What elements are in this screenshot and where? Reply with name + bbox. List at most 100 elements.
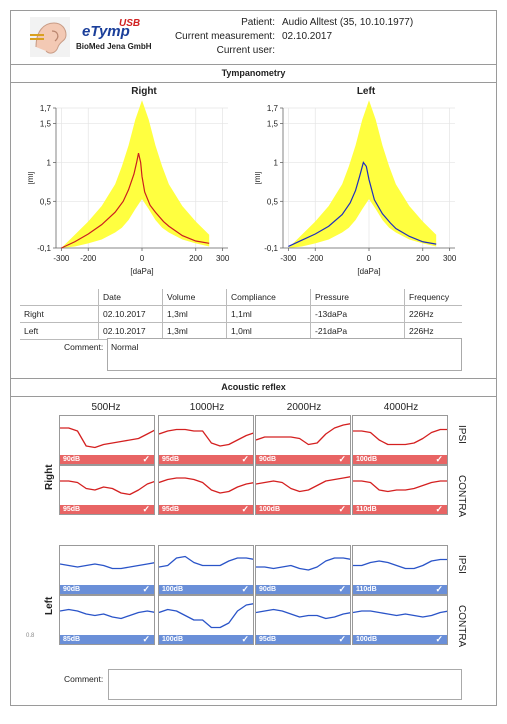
contra-label-right: CONTRA — [456, 475, 467, 517]
reflex-trace — [159, 604, 254, 628]
tymp-comment-label: Comment: — [64, 342, 103, 352]
table-header-cell — [20, 289, 99, 306]
reflex-trace-area — [353, 466, 448, 507]
x-tick-label: -300 — [53, 254, 70, 263]
tympanogram-right: -300 -200 0 200 300 -0,1 0,5 1 1,5 1,7 [daPa] [ml] — [28, 100, 243, 285]
ipsi-label-left: IPSI — [456, 555, 467, 574]
acoustic-reflex-title: Acoustic reflex — [10, 382, 497, 392]
y-tick-label: 0,5 — [267, 197, 279, 206]
reflex-cell-left-contra: 85dB ✓ — [59, 595, 155, 645]
reflex-cell-left-ipsi: 90dB ✓ — [59, 545, 155, 595]
table-header-cell: Date — [99, 289, 163, 306]
tymp-comment-field[interactable]: Normal — [107, 338, 462, 371]
reflex-trace — [353, 560, 448, 569]
reflex-trace-area — [60, 416, 155, 457]
reflex-trace-area — [60, 546, 155, 587]
reflex-level-label: 90dB — [259, 586, 276, 593]
y-axis-label: [ml] — [28, 172, 35, 185]
reflex-trace-area — [159, 546, 254, 587]
reflex-trace-area — [60, 596, 155, 637]
table-cell: 02.10.2017 — [99, 306, 163, 323]
checkmark-icon: ✓ — [435, 505, 443, 514]
table-cell: -13daPa — [311, 306, 405, 323]
right-chart-title: Right — [114, 86, 174, 97]
table-header-cell: Frequency — [405, 289, 463, 306]
reflex-cell-right-ipsi: 100dB ✓ — [352, 415, 448, 465]
reflex-cell-right-ipsi: 95dB ✓ — [158, 415, 254, 465]
ipsi-label-right: IPSI — [456, 425, 467, 444]
reflex-cell-right-contra: 95dB ✓ — [59, 465, 155, 515]
reflex-cell-left-ipsi: 100dB ✓ — [158, 545, 254, 595]
checkmark-icon: ✓ — [435, 455, 443, 464]
logo-suffix: USB — [119, 18, 140, 29]
x-tick-label: -300 — [280, 254, 297, 263]
reflex-level-bar: 95dB ✓ — [60, 505, 154, 514]
reflex-level-label: 100dB — [356, 456, 377, 463]
reflex-trace — [159, 478, 254, 493]
reflex-level-label: 110dB — [356, 586, 377, 593]
table-cell: Left — [20, 323, 99, 340]
checkmark-icon: ✓ — [338, 455, 346, 464]
reflex-trace-area — [159, 596, 254, 637]
reflex-level-label: 110dB — [356, 506, 377, 513]
divider — [10, 378, 497, 379]
measurement-table: Date Volume Compliance Pressure Frequenc… — [20, 289, 462, 340]
freq-header: 2000Hz — [256, 402, 352, 413]
ear-label-right: Right — [44, 464, 55, 490]
reflex-cell-left-ipsi: 110dB ✓ — [352, 545, 448, 595]
reflex-trace — [353, 430, 448, 445]
reflex-cell-right-ipsi: 90dB ✓ — [255, 415, 351, 465]
reflex-level-label: 85dB — [63, 636, 80, 643]
patient-label: Patient: — [241, 17, 275, 28]
reflex-level-bar: 95dB ✓ — [256, 635, 350, 644]
reflex-trace — [256, 424, 351, 445]
table-cell: 02.10.2017 — [99, 323, 163, 340]
table-row: Left 02.10.2017 1,3ml 1,0ml -21daPa 226H… — [20, 323, 462, 340]
reflex-trace — [256, 558, 351, 570]
reflex-comment-field[interactable] — [108, 669, 462, 700]
y-tick-label: 1 — [274, 158, 279, 167]
reflex-level-bar: 100dB ✓ — [256, 505, 350, 514]
contra-label-left: CONTRA — [456, 605, 467, 647]
reflex-level-label: 90dB — [259, 456, 276, 463]
x-axis-label: [daPa] — [357, 267, 380, 276]
checkmark-icon: ✓ — [142, 505, 150, 514]
table-cell: 226Hz — [405, 323, 463, 340]
reflex-trace-area — [60, 466, 155, 507]
table-header-cell: Pressure — [311, 289, 405, 306]
table-cell: 226Hz — [405, 306, 463, 323]
reflex-trace — [159, 557, 254, 568]
table-cell: Right — [20, 306, 99, 323]
table-cell: 1,3ml — [163, 323, 227, 340]
reflex-level-bar: 90dB ✓ — [60, 455, 154, 464]
side-mark: 0.8 — [26, 633, 34, 639]
checkmark-icon: ✓ — [241, 505, 249, 514]
reflex-level-bar: 110dB ✓ — [353, 505, 447, 514]
ear-logo-icon — [30, 17, 70, 57]
user-label: Current user: — [217, 45, 275, 56]
reflex-level-label: 95dB — [259, 636, 276, 643]
table-header-cell: Compliance — [227, 289, 311, 306]
tympanogram-left: -300 -200 0 200 300-0,10,511,51,7[daPa][ml] — [255, 100, 470, 285]
reflex-level-label: 100dB — [162, 636, 183, 643]
table-cell: -21daPa — [311, 323, 405, 340]
reflex-level-bar: 90dB ✓ — [60, 585, 154, 594]
checkmark-icon: ✓ — [435, 585, 443, 594]
divider — [10, 82, 497, 83]
freq-header: 1000Hz — [159, 402, 255, 413]
reflex-trace — [256, 610, 351, 619]
checkmark-icon: ✓ — [142, 635, 150, 644]
reflex-trace — [353, 611, 448, 617]
freq-header: 500Hz — [58, 402, 154, 413]
reflex-trace-area — [256, 596, 351, 637]
x-tick-label: -200 — [80, 254, 97, 263]
checkmark-icon: ✓ — [142, 455, 150, 464]
y-tick-label: 1,7 — [267, 104, 279, 113]
reflex-cell-right-contra: 95dB ✓ — [158, 465, 254, 515]
reflex-trace-area — [353, 546, 448, 587]
reflex-level-bar: 100dB ✓ — [159, 585, 253, 594]
checkmark-icon: ✓ — [241, 635, 249, 644]
reflex-trace — [60, 481, 155, 495]
reflex-cell-left-contra: 95dB ✓ — [255, 595, 351, 645]
reflex-level-bar: 100dB ✓ — [353, 635, 447, 644]
